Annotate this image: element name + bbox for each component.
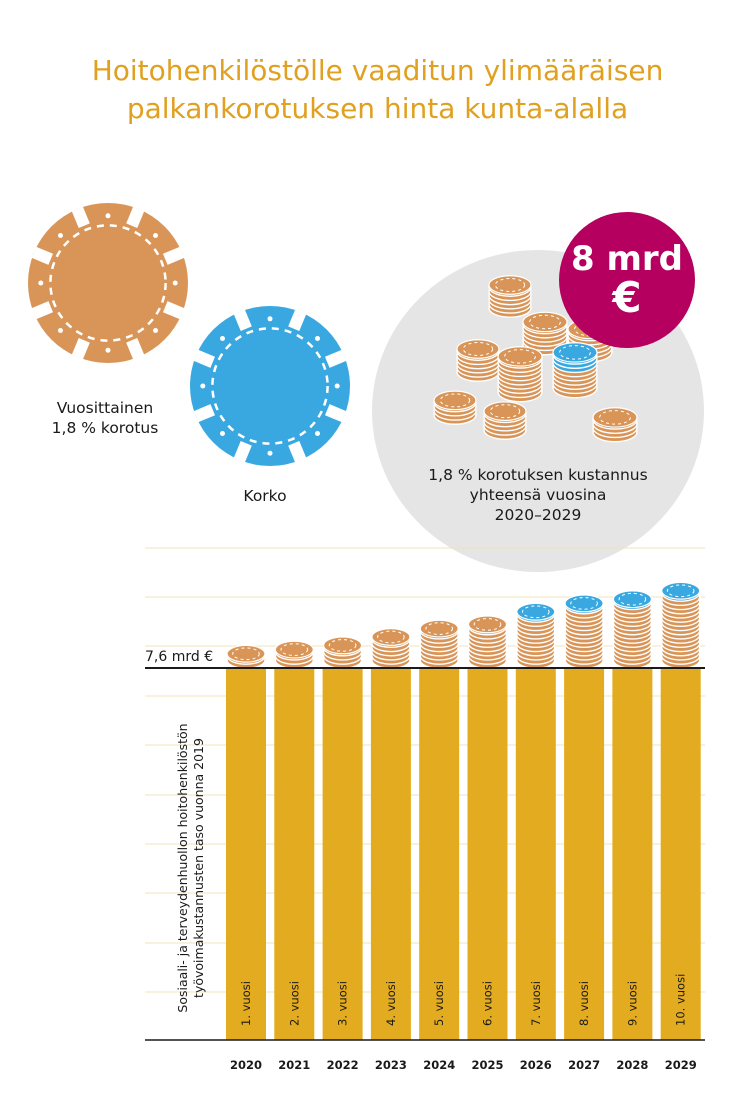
bar-label: 4. vuosi bbox=[384, 981, 398, 1026]
interest-caption: Korko bbox=[200, 486, 330, 506]
bar bbox=[226, 668, 266, 1040]
bar-label: 6. vuosi bbox=[481, 981, 495, 1026]
base-level-label: 7,6 mrd € bbox=[145, 649, 213, 665]
total-cost-badge: 8 mrd € bbox=[559, 212, 695, 348]
y-axis-label-line2: työvoimakustannusten taso vuonna 2019 bbox=[191, 738, 206, 998]
total-label-3: 2020–2029 bbox=[494, 506, 582, 524]
bar bbox=[419, 668, 460, 1040]
bar-increment-stack bbox=[419, 619, 459, 670]
bar-increment-stack bbox=[564, 594, 604, 670]
bar-label: 1. vuosi bbox=[239, 981, 253, 1026]
bar-increment-stack bbox=[226, 644, 266, 670]
bar-increment-stack bbox=[322, 636, 363, 670]
x-tick-label: 2022 bbox=[327, 1058, 359, 1072]
bar-increment-stack bbox=[274, 640, 314, 670]
coin-pile-stack bbox=[433, 390, 477, 425]
bar-increment-stack bbox=[516, 602, 556, 670]
y-axis-label-line1: Sosiaali- ja terveydenhuollon hoitohenki… bbox=[175, 723, 190, 1012]
x-tick-label: 2026 bbox=[520, 1058, 552, 1072]
badge-amount: 8 mrd bbox=[570, 239, 684, 279]
annual-raise-caption: Vuosittainen 1,8 % korotus bbox=[20, 398, 190, 438]
coin-pile-stack bbox=[552, 342, 598, 399]
annual-raise-label-1: Vuosittainen bbox=[56, 399, 154, 417]
bar bbox=[467, 668, 508, 1040]
x-tick-label: 2025 bbox=[471, 1058, 503, 1072]
total-label-1: 1,8 % korotuksen kustannus bbox=[428, 466, 648, 484]
bar-increment-stack bbox=[371, 628, 411, 670]
coin-pile-stack bbox=[522, 311, 568, 356]
bar-label: 2. vuosi bbox=[287, 981, 301, 1026]
x-tick-label: 2024 bbox=[423, 1058, 455, 1072]
total-cost-caption: 1,8 % korotuksen kustannus yhteensä vuos… bbox=[388, 465, 688, 525]
bar bbox=[370, 668, 411, 1040]
coin-pile-stack bbox=[592, 407, 638, 443]
bar-label: 7. vuosi bbox=[529, 981, 543, 1026]
bar bbox=[322, 668, 363, 1040]
coin-pile-stack bbox=[488, 275, 532, 318]
annual-raise-chip-icon bbox=[28, 203, 188, 363]
bar-increment-stack bbox=[467, 615, 508, 670]
interest-chip-icon bbox=[190, 306, 350, 466]
bar-label: 5. vuosi bbox=[432, 981, 446, 1026]
bar-increment-stack bbox=[612, 590, 653, 670]
bar bbox=[612, 668, 653, 1040]
bar-increment-stack bbox=[661, 581, 701, 670]
bar-label: 10. vuosi bbox=[674, 974, 688, 1026]
bar bbox=[274, 668, 315, 1040]
bar-label: 3. vuosi bbox=[336, 981, 350, 1026]
bar bbox=[564, 668, 605, 1040]
coin-pile-stack bbox=[497, 346, 543, 403]
coin-pile-stack bbox=[483, 401, 527, 440]
title-line-1: Hoitohenkilöstölle vaaditun ylimääräisen bbox=[91, 54, 664, 87]
x-tick-label: 2023 bbox=[375, 1058, 407, 1072]
bar bbox=[660, 668, 701, 1040]
x-tick-label: 2021 bbox=[278, 1058, 310, 1072]
coin-pile-stack bbox=[456, 339, 500, 382]
x-tick-label: 2020 bbox=[230, 1058, 262, 1072]
chart-title: Hoitohenkilöstölle vaaditun ylimääräisen… bbox=[0, 52, 755, 128]
annual-raise-label-2: 1,8 % korotus bbox=[51, 419, 159, 437]
x-tick-label: 2029 bbox=[665, 1058, 697, 1072]
interest-label: Korko bbox=[243, 487, 287, 505]
bar-label: 8. vuosi bbox=[577, 981, 591, 1026]
x-tick-label: 2027 bbox=[568, 1058, 600, 1072]
title-line-2: palkankorotuksen hinta kunta-alalla bbox=[126, 92, 629, 125]
total-label-2: yhteensä vuosina bbox=[469, 486, 607, 504]
x-tick-label: 2028 bbox=[616, 1058, 648, 1072]
bar bbox=[515, 668, 556, 1040]
badge-currency: € bbox=[612, 273, 642, 322]
bar-label: 9. vuosi bbox=[625, 981, 639, 1026]
